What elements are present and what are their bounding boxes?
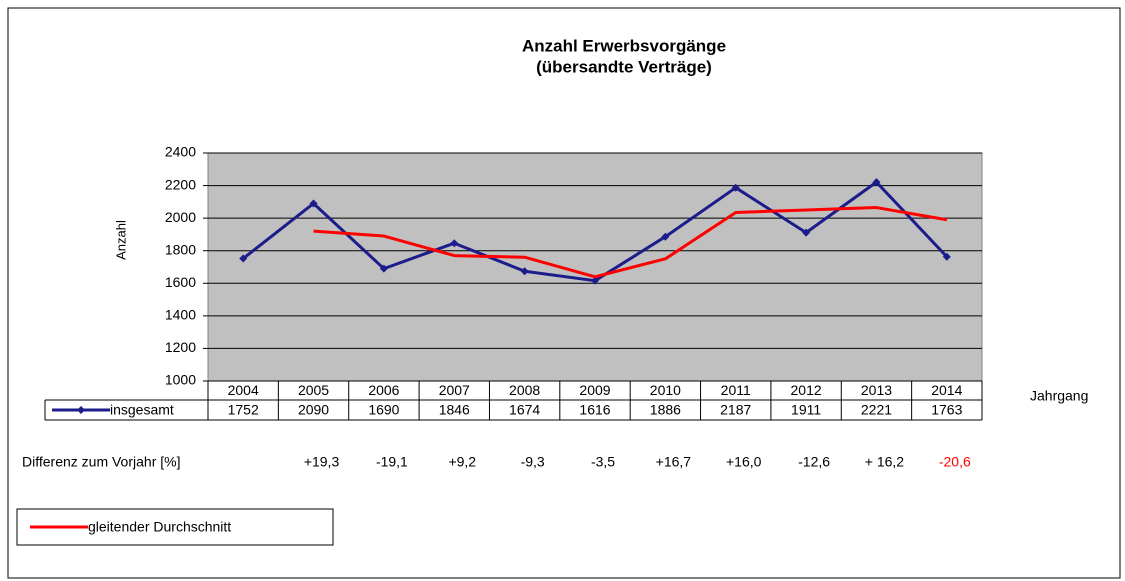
diff: +9,2 <box>448 454 476 470</box>
point-marker <box>872 178 881 187</box>
y-tick-label: 2000 <box>165 209 196 225</box>
x-tick-label: 2013 <box>861 382 892 398</box>
table-value: 1674 <box>509 402 540 418</box>
diff-label: Differenz zum Vorjahr [%] <box>22 454 180 470</box>
diff: -3,5 <box>591 454 615 470</box>
diff: +16,7 <box>656 454 692 470</box>
chart-subtitle: (übersandte Verträge) <box>536 57 712 76</box>
x-tick-label: 2008 <box>509 382 540 398</box>
table-value: 1690 <box>368 402 399 418</box>
point-marker <box>239 254 248 263</box>
chart-title: Anzahl Erwerbsvorgänge <box>522 36 726 55</box>
series-line <box>313 206 948 279</box>
legend-label: gleitender Durchschnitt <box>88 519 231 535</box>
diff: + 16,2 <box>865 454 905 470</box>
point-marker <box>942 252 951 261</box>
legend-label: insgesamt <box>110 402 174 418</box>
diff: -12,6 <box>798 454 830 470</box>
x-tick-label: 2006 <box>368 382 399 398</box>
diff: -20,6 <box>939 454 971 470</box>
y-tick-label: 1400 <box>165 307 196 323</box>
table-value: 1886 <box>650 402 681 418</box>
y-tick-label: 1000 <box>165 372 196 388</box>
table-value: 2221 <box>861 402 892 418</box>
x-tick-label: 2009 <box>579 382 610 398</box>
table-value: 2090 <box>298 402 329 418</box>
diff: +19,3 <box>304 454 340 470</box>
diff: -9,3 <box>521 454 545 470</box>
x-tick-label: 2014 <box>931 382 962 398</box>
point-marker <box>591 276 599 285</box>
table-value: 1763 <box>931 402 962 418</box>
point-marker <box>802 228 811 237</box>
y-tick-label: 1800 <box>165 241 196 257</box>
x-tick-label: 2004 <box>228 382 259 398</box>
plot-area <box>207 152 983 382</box>
x-tick-label: 2007 <box>439 382 470 398</box>
legend-marker <box>77 406 85 414</box>
point-marker <box>450 239 459 248</box>
table-value: 1846 <box>439 402 470 418</box>
point-marker <box>520 267 529 276</box>
table-value: 1752 <box>228 402 259 418</box>
x-axis-label: Jahrgang <box>1030 388 1088 404</box>
y-tick-label: 1600 <box>165 274 196 290</box>
table-value: 1616 <box>579 402 610 418</box>
y-tick-label: 1200 <box>165 339 196 355</box>
point-marker <box>379 264 388 273</box>
table-value: 1911 <box>791 402 821 418</box>
diff: +16,0 <box>726 454 762 470</box>
y-tick-label: 2200 <box>165 176 196 192</box>
x-tick-label: 2012 <box>791 382 822 398</box>
x-tick-label: 2010 <box>650 382 681 398</box>
y-tick-label: 2400 <box>165 144 196 160</box>
point-marker <box>309 199 318 208</box>
x-tick-label: 2005 <box>298 382 329 398</box>
x-tick-label: 2011 <box>721 382 751 398</box>
y-axis-label: Anzahl <box>113 220 128 260</box>
point-marker <box>661 232 670 241</box>
table-value: 2187 <box>720 402 751 418</box>
point-marker <box>731 183 740 192</box>
diff: -19,1 <box>376 454 408 470</box>
